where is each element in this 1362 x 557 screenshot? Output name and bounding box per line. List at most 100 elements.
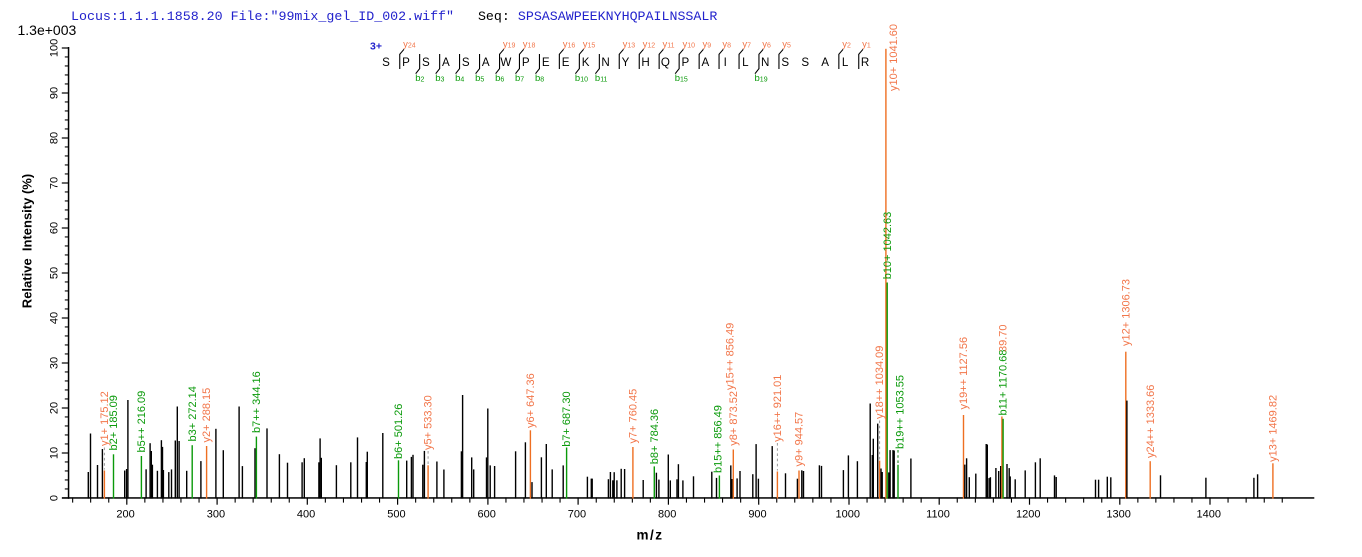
svg-text:b11+ 1170.68: b11+ 1170.68 (998, 350, 1010, 416)
svg-text:y9: y9 (703, 39, 712, 50)
svg-text:300: 300 (207, 509, 225, 521)
svg-text:S: S (801, 56, 809, 69)
svg-text:1100: 1100 (926, 509, 950, 521)
svg-text:b8+ 784.36: b8+ 784.36 (649, 409, 661, 464)
svg-text:A: A (702, 56, 710, 69)
svg-text:y15: y15 (583, 39, 596, 50)
svg-text:b15++ 856.49: b15++ 856.49 (713, 405, 725, 473)
svg-text:b2+ 185.09: b2+ 185.09 (108, 395, 120, 450)
svg-text:P: P (402, 56, 410, 69)
svg-text:b3+ 272.14: b3+ 272.14 (187, 386, 199, 441)
svg-text:b15: b15 (675, 73, 688, 84)
svg-text:50: 50 (49, 267, 61, 279)
svg-text:y11: y11 (663, 39, 675, 50)
svg-text:b2: b2 (415, 73, 424, 84)
svg-text:A: A (482, 56, 490, 69)
svg-text:y6+ 647.36: y6+ 647.36 (525, 373, 537, 428)
svg-text:L: L (842, 56, 849, 69)
svg-text:600: 600 (478, 509, 496, 521)
svg-text:y9+ 944.57: y9+ 944.57 (794, 412, 806, 467)
svg-text:40: 40 (49, 312, 61, 324)
svg-text:Relative Intensity (%): Relative Intensity (%) (20, 174, 35, 308)
svg-text:20: 20 (49, 402, 61, 414)
svg-text:H: H (641, 56, 649, 69)
svg-text:y2: y2 (842, 39, 851, 50)
svg-text:y10: y10 (683, 39, 696, 50)
svg-text:S: S (422, 56, 430, 69)
svg-text:700: 700 (568, 509, 586, 521)
svg-text:900: 900 (748, 509, 766, 521)
svg-text:90: 90 (49, 87, 61, 99)
svg-text:b10+ 1042.63: b10+ 1042.63 (882, 212, 894, 280)
svg-text:y12: y12 (643, 39, 656, 50)
svg-text:y5+ 533.30: y5+ 533.30 (423, 395, 435, 450)
svg-text:W: W (500, 56, 511, 69)
svg-text:y7: y7 (742, 39, 751, 50)
svg-text:y18: y18 (523, 39, 536, 50)
svg-text:y16++ 921.01: y16++ 921.01 (772, 375, 784, 442)
svg-text:E: E (542, 56, 550, 69)
svg-text:y1+ 175.12: y1+ 175.12 (99, 391, 111, 446)
svg-text:70: 70 (49, 177, 61, 189)
svg-text:3+: 3+ (370, 41, 382, 53)
svg-text:b7: b7 (515, 73, 524, 84)
svg-text:1300: 1300 (1106, 509, 1130, 521)
svg-text:y16: y16 (563, 39, 576, 50)
svg-text:P: P (522, 56, 530, 69)
svg-text:b19: b19 (755, 73, 768, 84)
svg-text:A: A (442, 56, 450, 69)
svg-text:y2+ 288.15: y2+ 288.15 (201, 388, 213, 443)
svg-text:R: R (861, 56, 869, 69)
svg-text:S: S (462, 56, 470, 69)
svg-text:Q: Q (661, 56, 670, 69)
svg-text:0: 0 (49, 495, 61, 501)
svg-text:y24: y24 (403, 39, 416, 50)
svg-text:y18++ 1034.09: y18++ 1034.09 (874, 346, 886, 419)
svg-text:N: N (761, 56, 769, 69)
svg-text:b10: b10 (575, 73, 588, 84)
svg-text:P: P (682, 56, 690, 69)
svg-text:100: 100 (49, 39, 61, 57)
svg-text:y13: y13 (623, 39, 636, 50)
svg-text:1200: 1200 (1016, 509, 1040, 521)
svg-text:S: S (382, 56, 390, 69)
svg-text:b5++ 216.09: b5++ 216.09 (136, 391, 148, 453)
svg-text:b3: b3 (435, 73, 444, 84)
svg-text:1.3e+003: 1.3e+003 (18, 22, 77, 38)
svg-text:b5: b5 (475, 73, 484, 84)
svg-text:S: S (781, 56, 789, 69)
svg-text:I: I (724, 56, 727, 69)
svg-text:y19++ 1127.56: y19++ 1127.56 (958, 337, 970, 410)
svg-text:y19: y19 (503, 39, 516, 50)
svg-text:m/z: m/z (636, 528, 663, 543)
svg-text:10: 10 (49, 447, 61, 459)
svg-text:y8: y8 (722, 39, 731, 50)
svg-text:b7++ 344.16: b7++ 344.16 (251, 371, 263, 433)
svg-text:y13+ 1469.82: y13+ 1469.82 (1268, 395, 1280, 462)
svg-text:Y: Y (622, 56, 630, 69)
svg-text:1000: 1000 (836, 509, 860, 521)
svg-text:y6: y6 (762, 39, 771, 50)
svg-text:y5: y5 (782, 39, 791, 50)
svg-text:b11: b11 (595, 73, 608, 84)
svg-text:Locus:1.1.1.1858.20 File:"99mi: Locus:1.1.1.1858.20 File:"99mix_gel_ID_0… (71, 9, 717, 24)
svg-text:400: 400 (297, 509, 315, 521)
svg-text:39.70: 39.70 (998, 324, 1010, 352)
svg-text:y24++ 1333.66: y24++ 1333.66 (1145, 385, 1157, 458)
svg-text:800: 800 (658, 509, 676, 521)
svg-text:1400: 1400 (1197, 509, 1221, 521)
svg-text:b6+ 501.26: b6+ 501.26 (393, 404, 405, 459)
svg-text:y12+ 1306.73: y12+ 1306.73 (1120, 279, 1132, 346)
svg-text:y1: y1 (862, 39, 871, 50)
svg-text:L: L (742, 56, 749, 69)
svg-text:y10+ 1041.60: y10+ 1041.60 (888, 24, 900, 91)
svg-text:y8+ 873.52: y8+ 873.52 (728, 391, 740, 446)
svg-text:b19++ 1053.55: b19++ 1053.55 (894, 375, 906, 449)
svg-text:500: 500 (387, 509, 405, 521)
svg-text:N: N (601, 56, 609, 69)
svg-text:b6: b6 (495, 73, 504, 84)
svg-text:y15++ 856.49: y15++ 856.49 (724, 323, 736, 390)
svg-text:b8: b8 (535, 73, 544, 84)
svg-text:200: 200 (116, 509, 134, 521)
svg-text:y7+ 760.45: y7+ 760.45 (628, 389, 640, 444)
